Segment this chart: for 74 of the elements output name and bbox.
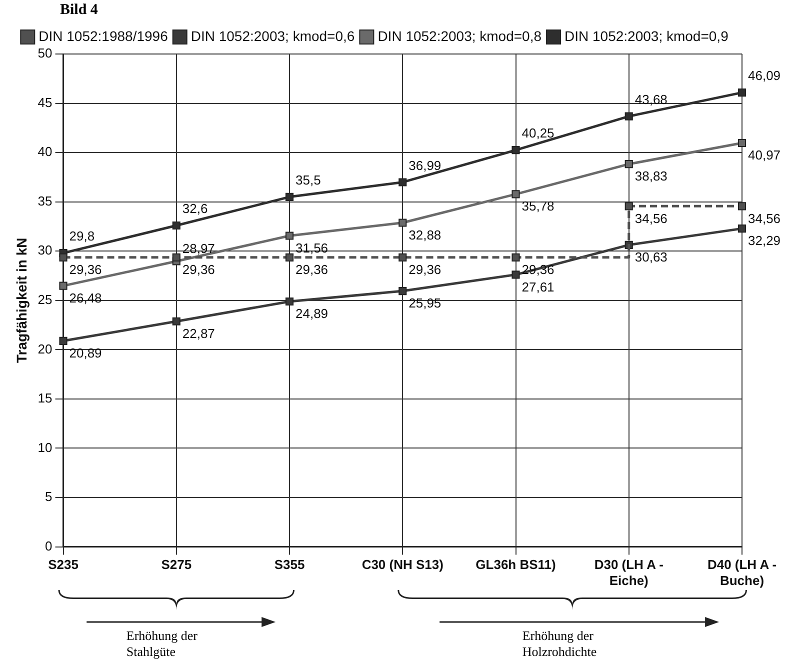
data-label: 27,61	[522, 279, 554, 294]
point	[512, 146, 520, 154]
y-axis-title: Tragfähigkeit in kN	[13, 238, 30, 364]
x-tick-label: GL36h BS11)	[476, 557, 556, 572]
point	[738, 138, 746, 148]
y-tick-label: 45	[38, 94, 52, 110]
data-label: 29,36	[296, 262, 328, 278]
point	[59, 282, 68, 290]
point	[285, 192, 294, 201]
point	[285, 253, 294, 262]
point	[512, 253, 520, 262]
text: Erhöhung der Stahlgüte	[126, 628, 198, 660]
data-label: 40,97	[748, 148, 781, 163]
data-label: 34,56	[634, 210, 668, 226]
y-tick-label: 30	[38, 242, 52, 258]
point	[59, 253, 68, 262]
data-label: 35,5	[296, 172, 321, 188]
point	[512, 270, 520, 279]
point	[172, 317, 180, 326]
data-label: 32,29	[748, 233, 781, 248]
chart-title: Bild 4	[60, 2, 98, 19]
legend-label: DIN 1052:2003; kmod=0,9	[564, 28, 729, 44]
data-label: 35,78	[522, 198, 554, 214]
y-tick-label: 35	[38, 193, 52, 208]
y-tick-label: 20	[38, 341, 52, 356]
point	[172, 221, 180, 230]
data-label: 29,36	[69, 262, 102, 278]
y-tick-label: 50	[38, 46, 52, 61]
data-label: 29,36	[408, 262, 442, 278]
point	[738, 224, 746, 233]
y-tick-label: 15	[38, 390, 52, 406]
y-tick-label: 0	[45, 538, 52, 554]
x-tick-label: D40 (LH A - Buche)	[707, 557, 777, 588]
data-label: 29,8	[69, 228, 95, 244]
x-tick-label: S275	[161, 557, 192, 572]
point	[398, 218, 407, 227]
point	[624, 160, 633, 168]
data-label: 34,56	[748, 210, 781, 226]
data-label: 46,09	[748, 68, 781, 84]
point	[285, 232, 294, 240]
data-label: 22,87	[182, 326, 215, 341]
data-label: 43,68	[634, 92, 668, 107]
point	[172, 253, 180, 262]
text: Erhöhung der Holzrohdichte	[522, 628, 598, 660]
point	[624, 112, 633, 120]
data-label: 24,89	[296, 306, 328, 322]
data-label: 32,6	[182, 201, 208, 216]
point	[398, 178, 407, 186]
data-label: 38,83	[634, 168, 668, 184]
y-tick-label: 10	[38, 440, 52, 455]
legend-label: DIN 1052:2003; kmod=0,8	[378, 28, 542, 44]
point	[285, 297, 294, 306]
x-tick-label: C30 (NH S13)	[362, 557, 444, 572]
data-label: 36,99	[408, 158, 442, 173]
point	[398, 253, 407, 262]
point	[624, 202, 633, 210]
data-label: 32,88	[408, 227, 442, 242]
point	[59, 336, 68, 345]
data-label: 29,36	[182, 262, 215, 278]
data-label: 30,63	[634, 249, 668, 264]
point	[398, 287, 407, 296]
y-tick-label: 5	[45, 489, 52, 504]
x-tick-label: S235	[48, 557, 78, 572]
x-tick-label: S355	[274, 557, 305, 572]
point	[512, 190, 520, 198]
data-label: 20,89	[69, 345, 102, 360]
y-tick-label: 40	[38, 144, 52, 160]
legend-label: DIN 1052:1988/1996	[38, 28, 168, 44]
data-label: 40,25	[522, 126, 554, 141]
legend-label: DIN 1052:2003; kmod=0,6	[190, 28, 355, 44]
point	[738, 202, 746, 210]
x-tick-label: D30 (LH A - Eiche)	[594, 557, 664, 588]
y-tick-label: 25	[38, 292, 52, 307]
point	[738, 88, 746, 97]
